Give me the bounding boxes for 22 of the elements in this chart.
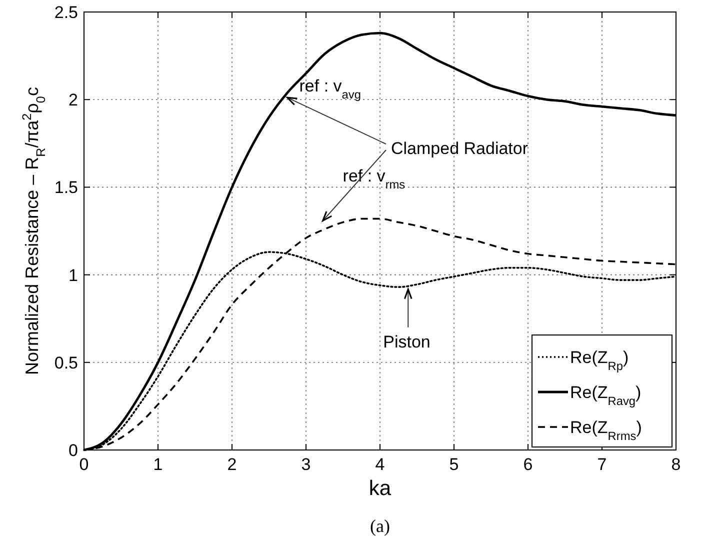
x-tick-label: 3 [301,455,311,474]
text: (a) [370,516,390,536]
y-tick-label: 2.5 [54,3,78,22]
x-tick-label: 7 [597,455,607,474]
legend-label: Re(Z$_{Rrms}$) [570,418,642,443]
y-tick-label: 2 [68,90,78,110]
x-axis-title: ka [368,477,392,500]
x-tick-label: 8 [671,455,681,474]
y-tick-label: 1 [68,266,78,285]
x-tick-label: 4 [375,455,385,474]
x-tick-label: 1 [153,455,163,474]
y-tick-label: 0 [68,441,78,460]
y-tick-label: 1.5 [54,178,78,198]
x-tick-label: 2 [227,455,237,474]
legend-label: Re(Z$_{Ravg}$) [570,383,642,408]
annotation: Clamped Radiator [391,139,528,158]
x-tick-label: 6 [523,455,533,474]
annotation: ref : v$_{avg}$ [299,76,361,102]
legend-label: Re(Z$_{Rp}$) [570,348,629,373]
x-tick-label: 5 [449,455,459,474]
y-tick-label: 0.5 [54,353,78,372]
annotation: Piston [383,332,430,352]
